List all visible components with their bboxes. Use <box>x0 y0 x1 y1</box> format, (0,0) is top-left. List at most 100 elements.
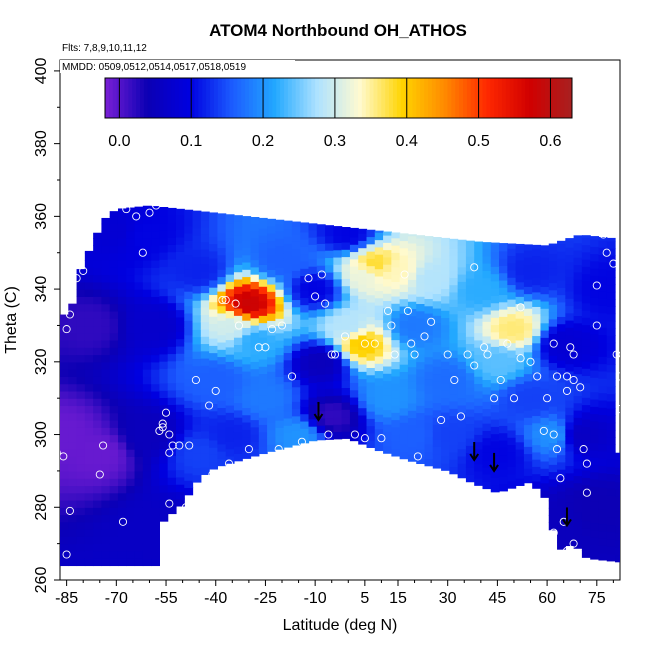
heatmap-cell <box>374 406 384 415</box>
heatmap-cell <box>217 247 227 256</box>
heatmap-cell <box>184 371 194 379</box>
heatmap-cell <box>540 417 550 426</box>
heatmap-cell <box>109 211 119 217</box>
heatmap-cell <box>291 415 301 424</box>
heatmap-cell <box>258 286 268 295</box>
heatmap-cell <box>482 466 492 475</box>
heatmap-cell <box>175 447 185 456</box>
heatmap-cell <box>457 324 467 333</box>
observation-point <box>407 339 416 348</box>
heatmap-cell <box>515 376 525 385</box>
heatmap-cell <box>126 500 136 508</box>
heatmap-cell <box>358 228 368 234</box>
heatmap-cell <box>557 418 566 427</box>
heatmap-cell <box>432 351 442 360</box>
observation-point <box>450 375 459 385</box>
x-tick-label: 30 <box>439 590 457 607</box>
heatmap-cell <box>242 216 252 219</box>
heatmap-cell <box>142 500 152 508</box>
heatmap-cell <box>482 277 492 286</box>
heatmap-cell <box>76 449 86 457</box>
heatmap-cell <box>134 289 144 297</box>
heatmap-cell <box>84 390 94 399</box>
heatmap-cell <box>84 500 94 508</box>
heatmap-cell <box>267 298 276 307</box>
heatmap-cell <box>540 271 550 280</box>
heatmap-cell <box>515 383 525 392</box>
heatmap-cell <box>192 336 202 345</box>
heatmap-cell <box>449 262 459 271</box>
heatmap-cell <box>184 356 194 365</box>
heatmap-cell <box>126 478 136 487</box>
colorbar-swatch <box>564 78 569 118</box>
heatmap-cell <box>515 369 525 377</box>
heatmap-cell <box>457 463 467 471</box>
heatmap-cell <box>200 365 210 374</box>
heatmap-cell <box>598 392 608 401</box>
observation-point <box>383 306 393 315</box>
heatmap-cell <box>557 440 566 448</box>
x-tick-label: -85 <box>55 590 78 607</box>
heatmap-cell <box>117 354 127 363</box>
heatmap-cell <box>341 227 351 229</box>
heatmap-cell <box>151 369 160 377</box>
heatmap-cell <box>159 295 169 304</box>
heatmap-cell <box>134 296 144 305</box>
heatmap-cell <box>167 484 177 493</box>
heatmap-cell <box>233 337 243 345</box>
heatmap-cell <box>606 349 616 358</box>
heatmap-cell <box>225 230 235 239</box>
heatmap-cell <box>117 405 127 414</box>
heatmap-cell <box>424 349 434 358</box>
heatmap-cell <box>383 351 392 360</box>
heatmap-cell <box>101 296 111 305</box>
heatmap-cell <box>233 344 243 353</box>
heatmap-cell <box>109 478 119 487</box>
x-axis-title: Latitude (deg N) <box>283 617 398 634</box>
heatmap-cell <box>159 390 169 399</box>
observation-point <box>118 517 128 526</box>
heatmap-cell <box>325 410 334 419</box>
heatmap-cell <box>441 404 450 413</box>
heatmap-cell <box>109 558 119 567</box>
heatmap-cell <box>449 270 459 278</box>
heatmap-cell <box>532 364 542 373</box>
heatmap-cell <box>532 277 542 286</box>
heatmap-cell <box>482 255 492 264</box>
colorbar-swatch <box>385 78 390 118</box>
heatmap-cell <box>184 240 194 249</box>
heatmap-cell <box>325 373 334 382</box>
heatmap-cell <box>117 238 127 247</box>
heatmap-cell <box>60 507 69 516</box>
heatmap-cell <box>499 374 508 383</box>
x-tick-label: -55 <box>154 590 177 607</box>
heatmap-cell <box>474 376 484 385</box>
dates-annotation: MMDD: 0509,0512,0514,0517,0518,0519 <box>62 62 246 73</box>
heatmap-cell <box>142 514 152 523</box>
heatmap-cell <box>217 225 227 234</box>
heatmap-cell <box>499 265 508 274</box>
heatmap-cell <box>557 541 566 550</box>
heatmap-cell <box>565 356 575 365</box>
heatmap-cell <box>175 433 185 442</box>
heatmap-cell <box>134 405 144 414</box>
heatmap-cell <box>548 413 558 422</box>
observation-point <box>165 448 174 457</box>
heatmap-cell <box>540 250 550 258</box>
heatmap-cell <box>465 270 475 279</box>
heatmap-cell <box>606 553 616 562</box>
heatmap-cell <box>515 347 525 356</box>
heatmap-cell <box>316 432 326 441</box>
heatmap-cell <box>366 338 376 347</box>
heatmap-cell <box>167 440 177 449</box>
heatmap-cell <box>258 344 268 353</box>
heatmap-cell <box>490 397 500 406</box>
heatmap-cell <box>60 347 69 356</box>
heatmap-cell <box>76 289 86 297</box>
heatmap-cell <box>573 490 583 498</box>
heatmap-cell <box>250 419 260 428</box>
heatmap-cell <box>523 380 533 389</box>
heatmap-cell <box>308 266 318 274</box>
x-tick-label: 5 <box>360 590 369 607</box>
heatmap-cell <box>523 475 533 484</box>
